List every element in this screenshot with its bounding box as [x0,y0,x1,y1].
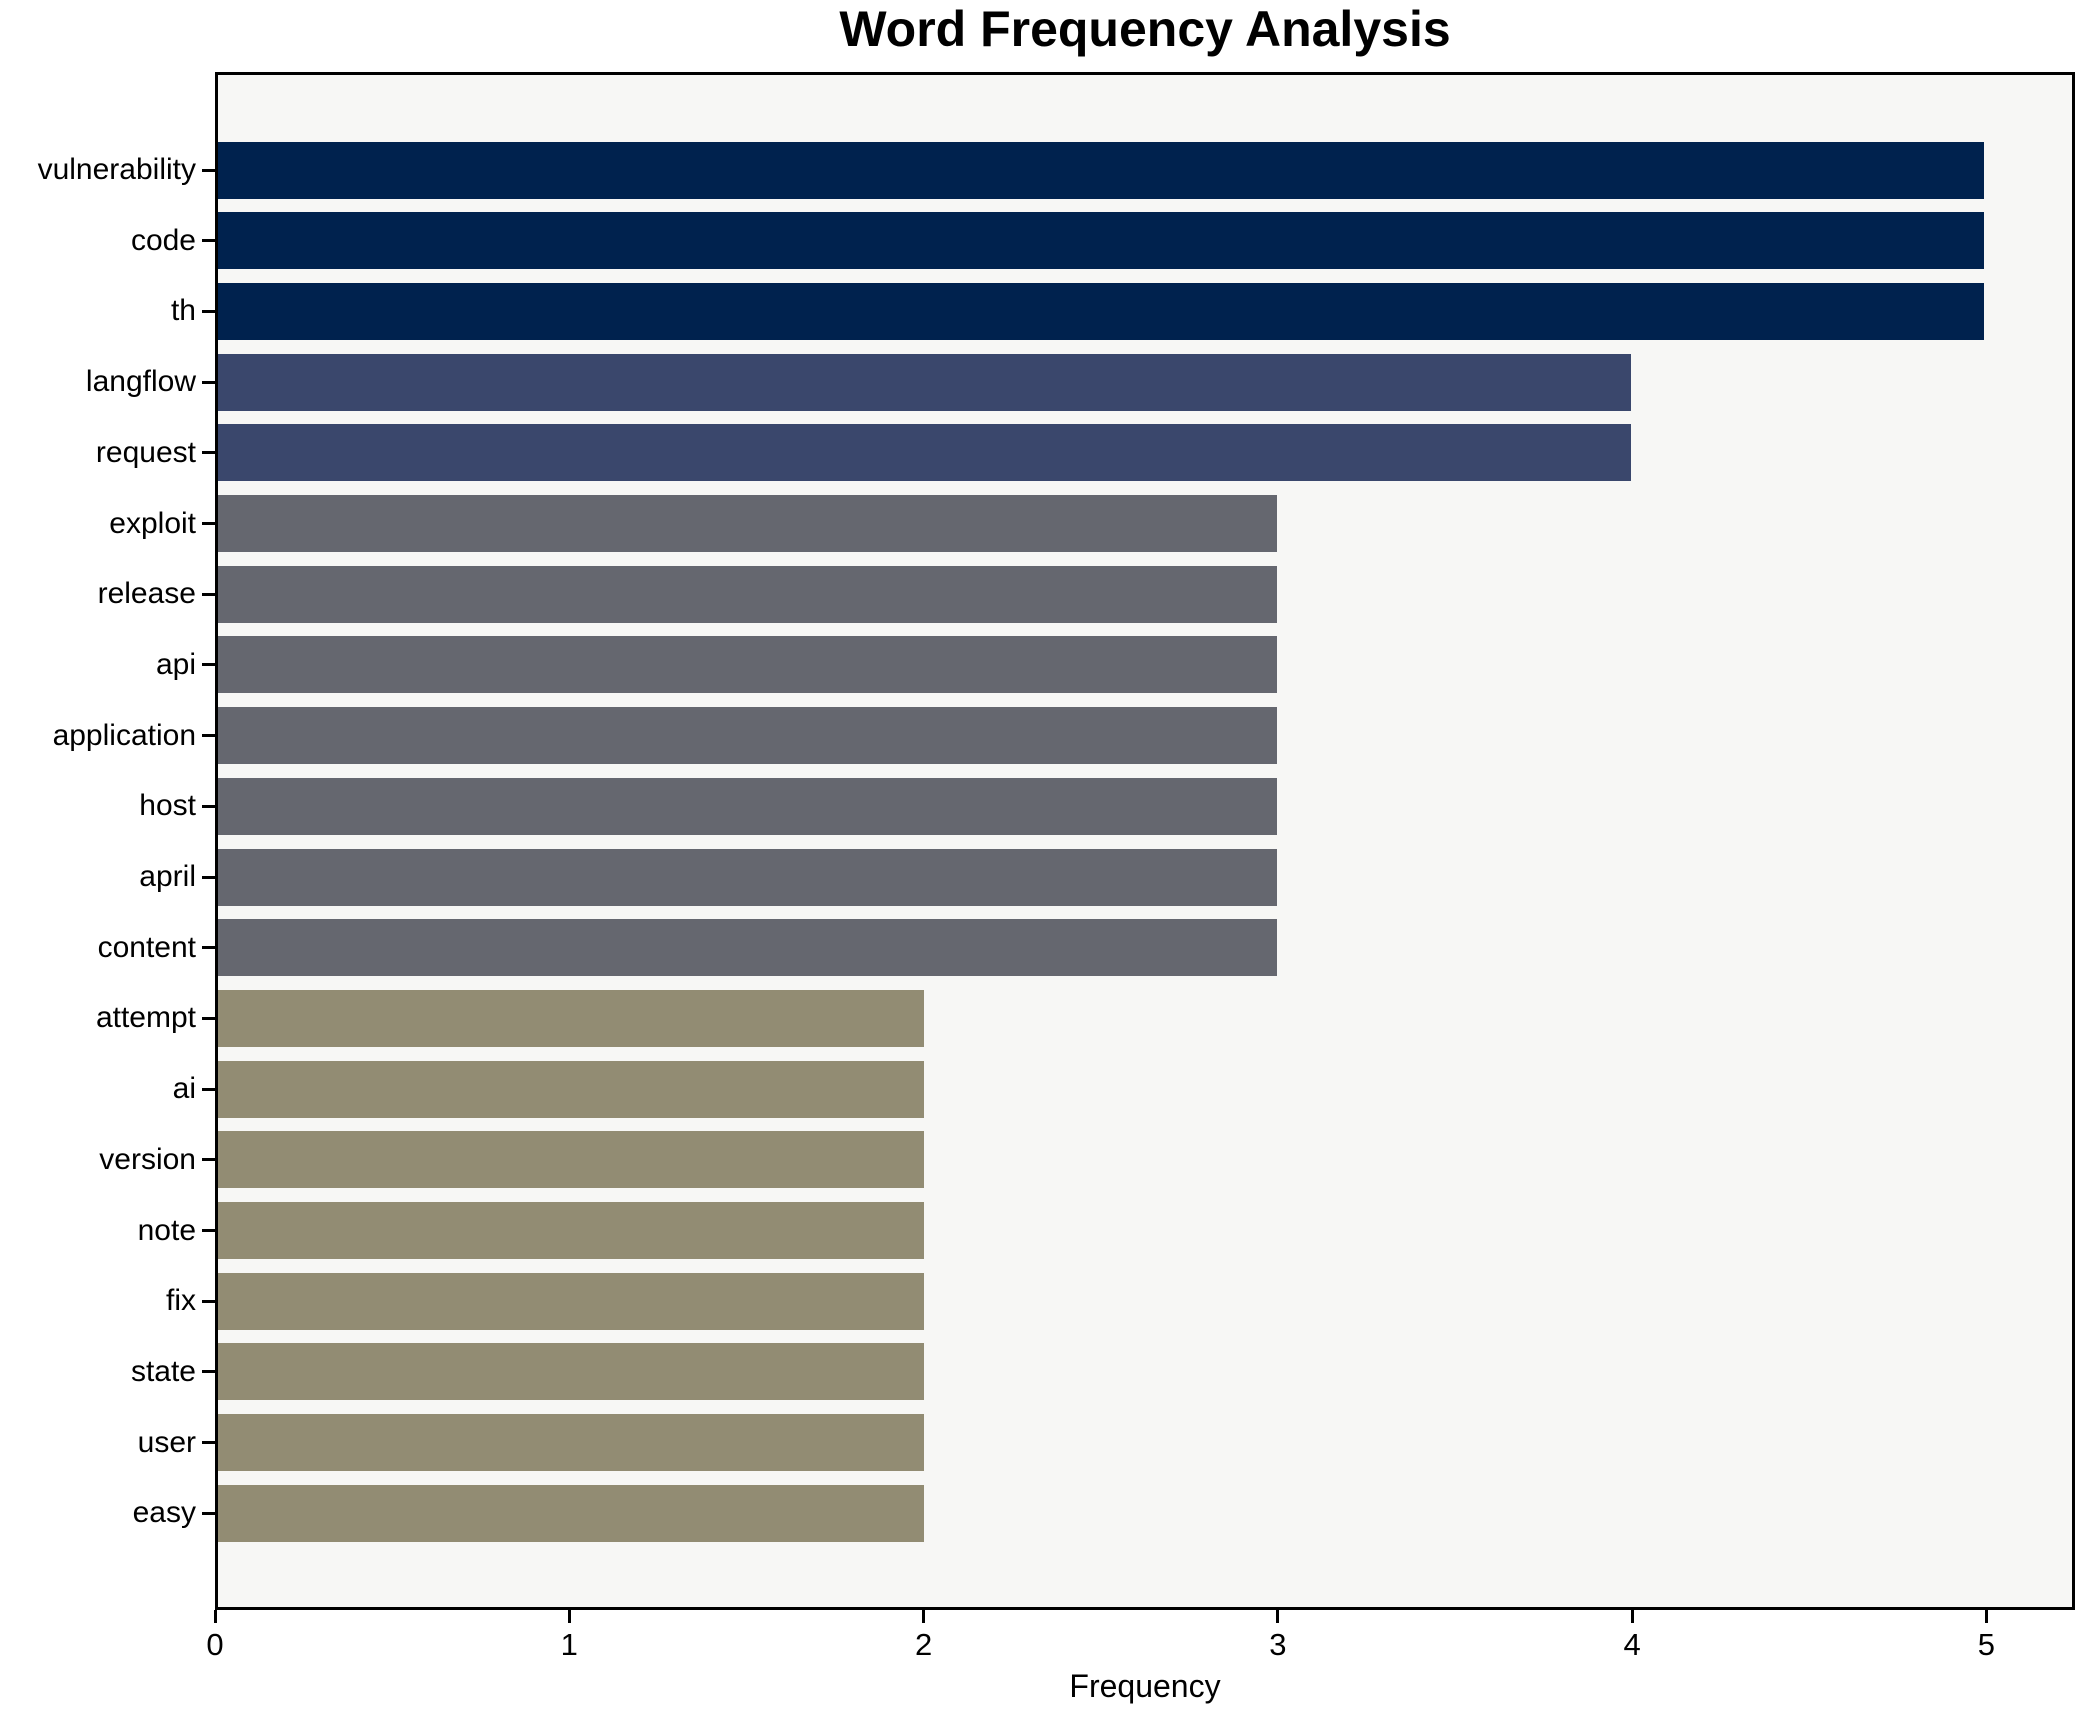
bar-content [218,919,1278,977]
y-tick-label-release: release [97,577,196,611]
y-tick-mark [202,522,215,525]
x-tick-mark [1630,1610,1634,1623]
y-tick-label-version: version [99,1142,196,1176]
y-tick-label-fix: fix [166,1284,196,1318]
bar-version [218,1131,925,1189]
y-tick-label-user: user [137,1425,196,1459]
bar-code [218,212,1984,270]
bar-attempt [218,989,925,1047]
x-tick-mark [213,1610,217,1623]
y-tick-mark [202,875,215,879]
bar-exploit [218,495,1278,552]
y-tick-label-note: note [137,1213,196,1247]
x-tick-mark [1276,1610,1280,1623]
y-tick-mark [202,946,215,950]
y-tick-mark [202,1299,215,1303]
y-tick-mark [202,1441,215,1445]
bar-fix [218,1272,925,1330]
bar-vulnerability [218,141,1984,199]
x-tick-label-5: 5 [1977,1627,1996,1662]
bar-host [218,777,1278,835]
y-tick-mark [202,592,215,596]
y-tick-label-request: request [95,435,196,469]
y-tick-label-vulnerability: vulnerability [37,153,196,186]
bar-api [218,636,1278,694]
y-tick-label-state: state [130,1354,196,1388]
chart-title: Word Frequency Analysis [839,1,1451,57]
y-tick-label-easy: easy [132,1496,196,1530]
x-tick-label-4: 4 [1623,1627,1641,1662]
y-tick-mark [202,1158,215,1162]
y-tick-mark [202,663,215,667]
y-tick-mark [202,380,215,384]
bar-user [218,1414,925,1472]
y-tick-label-ai: ai [172,1072,196,1106]
y-tick-mark [202,804,215,808]
y-tick-label-th: th [170,294,196,328]
x-tick-label-0: 0 [206,1627,224,1662]
y-tick-label-api: api [155,647,196,681]
x-tick-label-3: 3 [1269,1627,1287,1662]
bar-request [218,424,1631,482]
x-tick-mark [922,1610,926,1623]
y-tick-mark [202,451,215,455]
y-tick-mark [202,239,215,243]
y-tick-label-application: application [52,718,196,752]
bar-application [218,707,1278,765]
bar-note [218,1202,925,1259]
bar-easy [218,1484,925,1542]
y-tick-label-code: code [130,223,196,257]
y-tick-mark [202,1370,215,1374]
y-tick-mark [202,309,215,313]
x-tick-mark [567,1610,571,1623]
y-tick-mark [202,734,215,738]
y-tick-label-langflow: langflow [85,365,196,399]
bar-state [218,1343,925,1401]
bar-ai [218,1060,925,1118]
y-tick-label-april: april [139,860,196,893]
y-tick-mark [202,168,215,172]
y-tick-mark [202,1087,215,1091]
bar-langflow [218,353,1631,411]
x-axis-title: Frequency [1069,1668,1221,1704]
y-tick-mark [202,1229,215,1232]
y-tick-mark [202,1511,215,1515]
y-tick-mark [202,1016,215,1020]
y-tick-label-host: host [139,789,196,823]
x-tick-mark [1984,1610,1988,1623]
x-tick-label-1: 1 [560,1627,578,1662]
bar-release [218,565,1278,623]
x-tick-label-2: 2 [914,1627,933,1662]
bar-th [218,282,1984,340]
bar-april [218,848,1278,906]
plot-area [215,72,2075,1610]
y-tick-label-content: content [97,930,196,964]
y-tick-label-attempt: attempt [95,1001,196,1035]
y-tick-label-exploit: exploit [109,506,196,540]
